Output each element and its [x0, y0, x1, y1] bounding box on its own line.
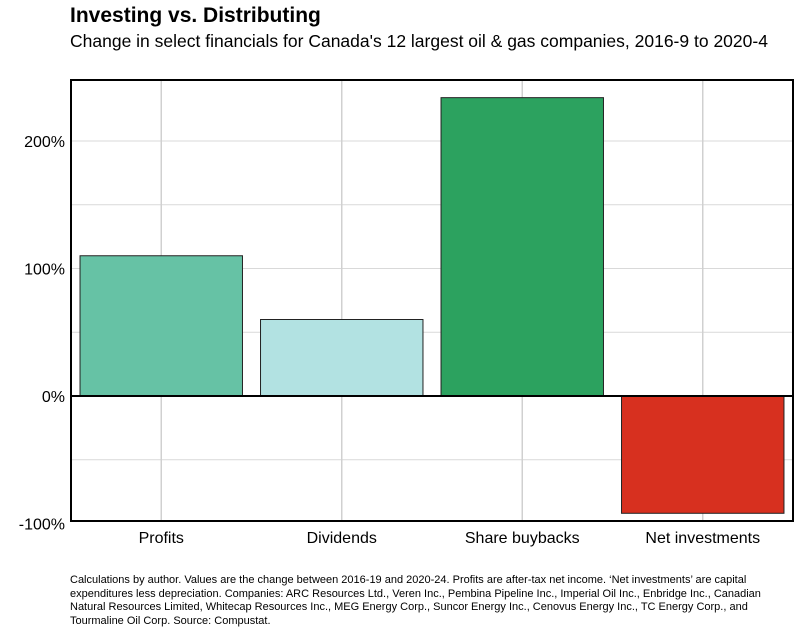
plot-frame [70, 79, 794, 522]
y-tick-label: 100% [24, 262, 65, 279]
chart-caption: Calculations by author. Values are the c… [70, 574, 761, 627]
bars [79, 97, 785, 514]
x-tick-label: Share buybacks [465, 530, 580, 547]
bar-dividends [260, 319, 424, 397]
bar-profits [79, 255, 243, 397]
x-axis-ticks: Profits Dividends Share buybacks Net invest… [139, 530, 761, 547]
y-tick-label: 0% [42, 389, 65, 406]
y-axis-ticks: -100% 0% 100% 200% [19, 134, 65, 534]
bar-chart: -100% 0% 100% 200% Profits Dividends Share bu… [19, 79, 794, 547]
bar-share-buybacks [440, 97, 604, 397]
x-tick-label: Profits [139, 530, 184, 547]
x-tick-label: Net investments [645, 530, 760, 547]
chart-subtitle: Change in select financials for Canada's… [70, 31, 768, 51]
x-tick-label: Dividends [307, 530, 377, 547]
chart-title: Investing vs. Distributing [70, 4, 321, 27]
bar-net-investments [621, 395, 785, 514]
y-tick-label: 200% [24, 134, 65, 151]
y-tick-label: -100% [19, 517, 65, 534]
